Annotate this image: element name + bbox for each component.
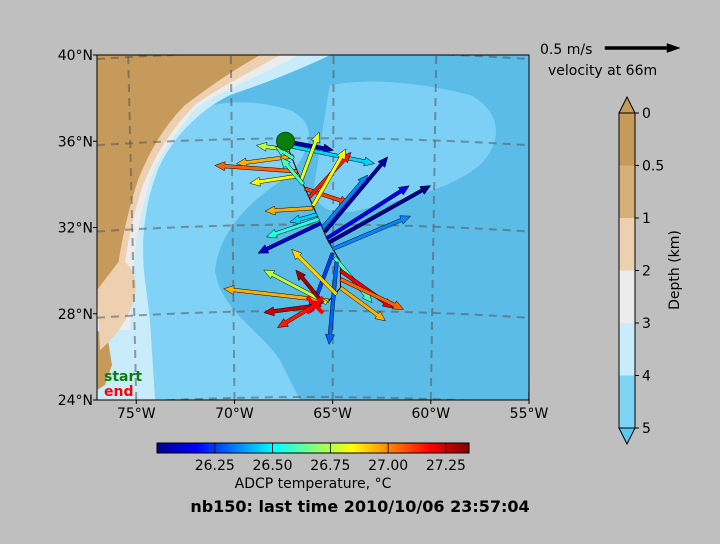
velocity-arrow [280, 156, 305, 186]
y-tick-label: 40°N [58, 48, 93, 64]
temperature-colorbar [156, 442, 470, 454]
velocity-arrow [249, 173, 300, 187]
velocity-arrow [325, 185, 410, 241]
temperature-tick-label: 26.50 [253, 458, 293, 474]
y-axis-ticks: 24°N 28°N 32°N 36°N 40°N [58, 48, 97, 409]
end-marker [305, 295, 325, 315]
velocity-arrow [331, 215, 412, 252]
abyssal-plain [125, 102, 309, 400]
temperature-tick-label: 26.75 [310, 458, 350, 474]
velocity-arrow [327, 185, 432, 245]
velocity-arrow [291, 248, 339, 296]
depth-colorbar-bottom-extension [618, 427, 636, 446]
depth-colorbar-segment [619, 375, 635, 428]
reference-arrow [604, 43, 681, 53]
reference-arrow-shape [604, 43, 681, 53]
land [97, 55, 260, 290]
velocity-arrow [286, 143, 376, 167]
velocity-arrow [339, 277, 405, 310]
x-tick-label: 65°W [313, 406, 352, 422]
depth-tick-label: 4 [642, 369, 651, 385]
bahamas-shelf [97, 260, 136, 350]
depth-tick-label: 5 [642, 421, 651, 437]
velocity-arrow [323, 156, 389, 234]
legend-end-label: end [104, 384, 133, 400]
depth-tick-label: 0 [642, 106, 651, 122]
legend-start-label: start [104, 369, 142, 385]
velocity-arrow [299, 131, 321, 182]
y-tick-label: 24°N [58, 393, 93, 409]
depth-colorbar: 0 0.5 1 2 3 4 5 [618, 95, 664, 446]
start-marker [276, 131, 296, 151]
parallel-line [97, 223, 529, 233]
velocity-arrow [311, 148, 347, 208]
depth-tick-label: 3 [642, 316, 651, 332]
y-tick-label: 36°N [58, 134, 93, 150]
depth-colorbar-top-extension [618, 95, 636, 114]
y-tick-label: 28°N [58, 307, 93, 323]
depth-colorbar-segment [619, 165, 635, 218]
x-tick-label: 70°W [215, 406, 254, 422]
velocity-arrow [214, 161, 298, 174]
velocity-vectors [214, 131, 432, 346]
x-axis-ticks: 75°W 70°W 65°W 60°W 55°W [117, 400, 549, 422]
velocity-arrow [264, 205, 314, 216]
temperature-tick-label: 27.00 [368, 458, 408, 474]
depth-colorbar-segment [619, 218, 635, 271]
temperature-tick-label: 26.25 [195, 458, 235, 474]
velocity-arrow [339, 286, 386, 322]
x-tick-label: 60°W [411, 406, 450, 422]
velocity-arrow [289, 212, 318, 225]
depth-tick-label: 0.5 [642, 159, 664, 175]
velocity-arrow [325, 261, 339, 346]
x-tick-label: 55°W [510, 406, 549, 422]
meridian-line [127, 55, 138, 400]
chart-title: nb150: last time 2010/10/06 23:57:04 [190, 497, 529, 516]
depth-colorbar-segment [619, 323, 635, 376]
meridian-line [331, 55, 335, 400]
parallel-line [97, 55, 529, 60]
reference-speed-label: 0.5 m/s [540, 42, 592, 58]
depth-colorbar-segment [619, 113, 635, 166]
depth-tick-label: 2 [642, 264, 651, 280]
temperature-colorbar-label: ADCP temperature, °C [235, 476, 392, 492]
velocity-arrow [257, 221, 322, 254]
temperature-tick-label: 27.25 [426, 458, 466, 474]
parallel-line [150, 396, 476, 400]
velocity-arrow [263, 269, 328, 305]
depth-colorbar-segment [619, 270, 635, 323]
temperature-colorbar-ticks: 26.25 26.50 26.75 27.00 27.25 [195, 443, 466, 474]
depth-colorbar-label: Depth (km) [667, 230, 683, 310]
reference-depth-label: velocity at 66m [548, 63, 657, 79]
meridian-line [528, 365, 529, 400]
y-tick-label: 32°N [58, 221, 93, 237]
meridian-line [229, 55, 236, 400]
start-end-markers [276, 131, 325, 315]
velocity-arrow [265, 216, 320, 239]
depth-tick-label: 1 [642, 211, 651, 227]
x-tick-label: 75°W [117, 406, 156, 422]
